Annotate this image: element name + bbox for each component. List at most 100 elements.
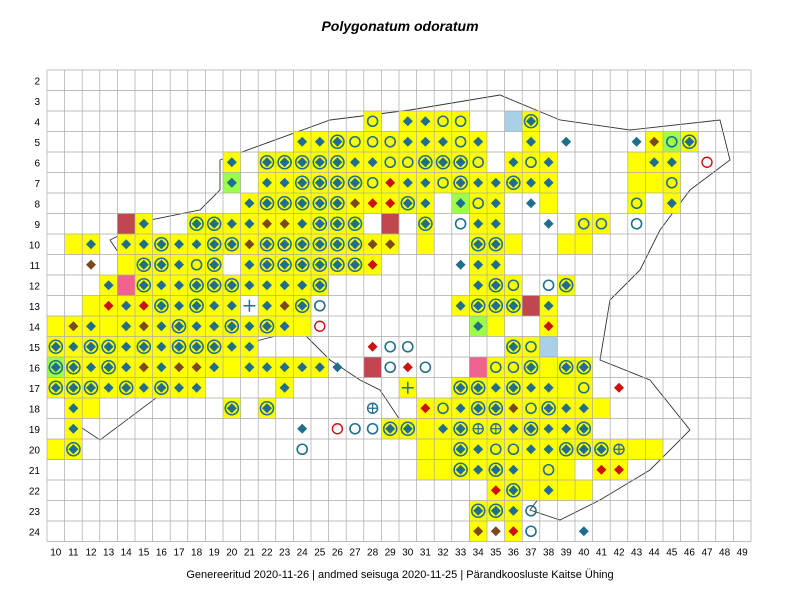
symbol-diamond-21-9	[244, 218, 255, 229]
symbol-combo-25-9	[312, 216, 328, 232]
symbol-diamond-32-19	[438, 423, 448, 434]
symbol-combo-15-15	[136, 339, 152, 355]
symbol-combo-40-16	[576, 359, 592, 375]
row-label: 2	[34, 76, 40, 87]
column-label: 22	[261, 548, 273, 559]
symbol-circle-41-9	[595, 217, 608, 230]
symbol-diamond-27-6	[350, 157, 360, 168]
symbol-combo-24-10	[294, 236, 310, 252]
symbol-diamond-37-5	[526, 136, 536, 147]
symbol-circle-29-6	[384, 156, 397, 169]
column-label: 32	[437, 548, 449, 559]
symbol-circle-29-16	[384, 361, 397, 374]
symbol-circle-33-4	[454, 115, 467, 128]
grid-cell-11-10	[64, 234, 83, 255]
grid-cell-38-8	[539, 193, 558, 214]
symbol-diamond-17-17	[174, 382, 184, 393]
symbol-circleplus-35-19	[490, 423, 502, 435]
symbol-red-29-7	[385, 177, 396, 188]
symbol-combo-36-22	[506, 482, 521, 498]
grid-cell-45-5	[663, 131, 681, 152]
symbol-circle-31-16	[419, 361, 432, 374]
symbol-combo-12-17	[83, 380, 99, 396]
symbol-combo-17-14	[171, 318, 187, 334]
symbol-circle-33-9	[454, 217, 467, 230]
symbol-diamond-23-16	[279, 362, 290, 373]
column-label: 44	[649, 548, 661, 559]
symbol-combo-26-8	[330, 195, 345, 211]
symbol-brown-23-9	[279, 218, 290, 229]
symbol-brown-22-9	[262, 218, 272, 229]
symbol-diamond-21-15	[244, 341, 255, 352]
symbol-combo-17-15	[171, 339, 187, 355]
symbol-combo-24-8	[294, 195, 310, 211]
symbol-diamond-33-13	[455, 300, 466, 311]
symbol-combo-29-19	[382, 421, 398, 437]
symbol-combo-34-23	[470, 503, 486, 519]
symbol-circle-27-5	[349, 135, 361, 148]
symbol-diamond-18-10	[191, 239, 202, 250]
row-label: 15	[29, 343, 41, 354]
row-label: 19	[29, 425, 41, 436]
column-label: 31	[420, 548, 432, 559]
row-label: 6	[34, 158, 40, 169]
grid-cell-29-5	[381, 131, 399, 152]
column-label: 35	[490, 548, 502, 559]
symbol-diamond-12-14	[86, 321, 96, 332]
grid-cell-28-7	[363, 172, 382, 193]
grid-cell-28-16	[363, 357, 382, 378]
symbol-diamond-16-12	[156, 280, 167, 291]
symbol-diamond-20-15	[226, 341, 237, 352]
symbol-combo-20-14	[224, 318, 240, 334]
column-labels: 10 11 12 13 14 15 16 17 18 19 20 21 22 23 24 25 26 27 28 29…	[50, 548, 748, 559]
symbol-diamond-21-12	[244, 280, 255, 291]
symbol-circle-37-23	[525, 504, 537, 517]
column-label: 41	[596, 548, 608, 559]
symbol-circleplus-34-19	[472, 423, 484, 435]
column-label: 13	[103, 548, 115, 559]
grid-cell-45-7	[663, 172, 681, 193]
symbol-diamond-24-16	[297, 362, 308, 373]
symbol-combo-30-8	[400, 195, 416, 211]
grid-cell-29-9	[381, 213, 399, 234]
column-label: 14	[121, 548, 133, 559]
symbol-diamond-34-7	[473, 177, 484, 188]
symbol-combo-23-11	[277, 257, 292, 273]
symbol-combo-41-20	[594, 441, 609, 457]
symbol-diamond-45-8	[666, 198, 677, 209]
symbol-diamond-13-12	[103, 280, 114, 291]
symbol-combo-26-7	[330, 175, 345, 191]
symbol-circle-43-8	[630, 197, 643, 210]
symbol-circle-38-21	[542, 463, 555, 476]
symbol-redcircle-25-14	[314, 320, 326, 332]
symbol-diamond-40-18	[578, 403, 589, 414]
row-label: 13	[29, 302, 41, 313]
column-label: 29	[385, 548, 397, 559]
symbol-diamond-30-5	[402, 136, 413, 147]
grid-cell-27-5	[346, 131, 364, 152]
column-label: 47	[701, 548, 713, 559]
symbol-diamond-34-20	[473, 444, 484, 455]
symbol-combo-15-12	[136, 277, 152, 293]
symbol-combo-34-17	[470, 380, 486, 396]
symbol-diamond-14-14	[121, 321, 132, 332]
symbol-circle-36-20	[507, 443, 520, 456]
symbol-combo-33-17	[453, 380, 468, 396]
symbol-circle-36-12	[507, 279, 520, 292]
symbol-combo-37-4	[523, 113, 539, 129]
symbol-brown-34-24	[473, 526, 484, 537]
symbol-redcircle-26-19	[331, 423, 344, 435]
grid-cell-33-5	[451, 131, 470, 152]
grid-cell-35-16	[487, 357, 505, 378]
symbol-diamond-12-16	[86, 362, 96, 373]
symbol-diamond-35-11	[490, 259, 501, 270]
symbol-combo-40-20	[576, 441, 592, 457]
grid-cell-29-6	[381, 152, 399, 173]
symbol-diamond-24-12	[297, 280, 308, 291]
symbol-combo-35-18	[488, 400, 504, 416]
row-label: 17	[29, 384, 41, 395]
symbol-combo-26-10	[330, 236, 345, 252]
grid-cell-41-18	[592, 398, 611, 419]
